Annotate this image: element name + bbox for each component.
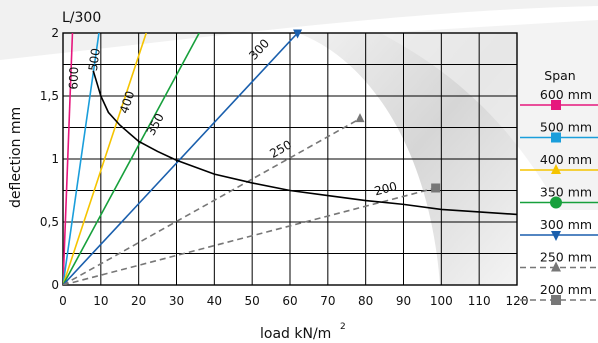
series-label-400: 400 <box>117 89 137 115</box>
marker-square <box>551 132 561 143</box>
marker-layer <box>293 29 441 193</box>
x-tick-label: 60 <box>282 294 297 308</box>
marker-triangle <box>551 164 561 174</box>
legend-label-200: 200 mm <box>540 282 592 297</box>
curve-layer <box>92 70 517 216</box>
series-line-200 <box>63 187 436 285</box>
axes: 0 10 20 30 40 50 60 70 80 90 100 110 120 0 0,5 1 1,5 2 <box>40 26 529 308</box>
series-label-500: 500 <box>86 47 103 72</box>
marker-triangle <box>551 261 561 272</box>
x-tick-label: 80 <box>358 294 373 308</box>
legend-label-500: 500 mm <box>540 120 592 135</box>
legend-label-350: 350 mm <box>540 185 592 200</box>
background-swoosh <box>0 0 598 285</box>
x-tick-label: 40 <box>207 294 222 308</box>
y-axis-title: deflection mm <box>8 107 24 208</box>
marker-triangle <box>355 113 365 123</box>
legend: Span 600 mm 500 mm 400 mm 350 mm 300 mm 250 mm… <box>520 68 598 305</box>
series-line-350 <box>63 33 200 285</box>
x-tick-label: 100 <box>430 294 453 308</box>
series-label-350: 350 <box>144 111 167 138</box>
marker-square <box>551 295 561 305</box>
limit-curve <box>92 70 517 216</box>
grid <box>62 32 518 286</box>
series-line-500 <box>63 33 100 285</box>
series-line-400 <box>63 33 147 285</box>
x-tick-label: 110 <box>468 294 491 308</box>
legend-title: Span <box>544 68 575 83</box>
series-layer <box>63 33 436 285</box>
series-line-600 <box>63 33 74 285</box>
series-label-300: 300 <box>246 36 272 62</box>
limit-label: L/300 <box>62 10 101 26</box>
legend-label-400: 400 mm <box>540 152 592 167</box>
series-label-600: 600 <box>66 67 81 90</box>
marker-square <box>431 183 441 193</box>
x-tick-label: 70 <box>320 294 335 308</box>
marker-triangle-down <box>551 231 561 241</box>
series-line-250 <box>63 117 361 285</box>
marker-circle <box>550 196 562 209</box>
y-tick-label: 2 <box>51 26 59 40</box>
x-tick-label: 0 <box>59 294 67 308</box>
x-tick-label: 30 <box>169 294 184 308</box>
series-line-300 <box>63 33 299 285</box>
x-axis-title: load kN/m <box>260 326 331 342</box>
plot-frame <box>62 32 518 286</box>
y-tick-label: 1,5 <box>40 89 59 103</box>
x-tick-label: 50 <box>245 294 260 308</box>
y-tick-label: 1 <box>51 152 59 166</box>
y-tick-label: 0 <box>51 278 59 292</box>
x-tick-label: 90 <box>396 294 411 308</box>
x-tick-label: 120 <box>506 294 529 308</box>
legend-label-600: 600 mm <box>540 87 592 102</box>
series-label-200: 200 <box>373 179 399 198</box>
legend-label-250: 250 mm <box>540 250 592 265</box>
marker-triangle-down <box>293 29 303 39</box>
x-axis-superscript: 2 <box>340 322 346 332</box>
x-tick-label: 10 <box>93 294 108 308</box>
marker-square <box>551 100 561 110</box>
x-tick-label: 20 <box>131 294 146 308</box>
legend-label-300: 300 mm <box>540 217 592 232</box>
y-tick-label: 0,5 <box>40 215 59 229</box>
